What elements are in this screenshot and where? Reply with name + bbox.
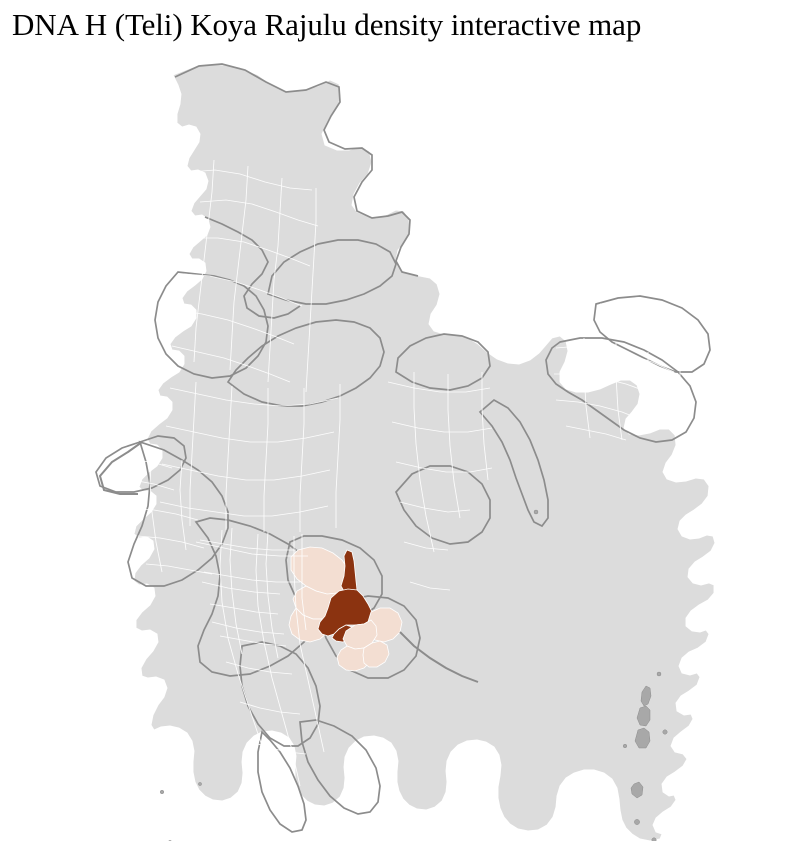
country-outline-group bbox=[98, 441, 479, 683]
island-dot-small-west[interactable] bbox=[622, 743, 628, 749]
india-choropleth-map[interactable] bbox=[0, 42, 803, 841]
district-lines-maharashtra bbox=[199, 539, 300, 647]
state-border-uttar-pradesh bbox=[267, 239, 397, 305]
state-border-kerala bbox=[257, 730, 307, 833]
district-krishna[interactable] bbox=[336, 645, 371, 672]
island-dot-nancowry[interactable] bbox=[651, 837, 657, 841]
district-eluru[interactable] bbox=[362, 640, 390, 668]
state-border-west-bengal bbox=[478, 398, 549, 528]
island-little-andaman[interactable] bbox=[630, 781, 644, 799]
state-border-bihar-jharkhand bbox=[395, 333, 491, 391]
coastline-east bbox=[399, 631, 479, 683]
district-lines-vertical-north bbox=[193, 159, 317, 393]
state-border-arunachal bbox=[593, 295, 711, 373]
district-lines-south-vertical bbox=[219, 529, 325, 787]
choropleth-districts-group[interactable] bbox=[288, 546, 403, 672]
state-border-gujarat bbox=[95, 435, 187, 493]
district-lines-maharashtra-vertical bbox=[229, 527, 307, 659]
map-landmass-group bbox=[133, 63, 716, 841]
island-dot-barren[interactable] bbox=[656, 671, 662, 677]
india-mainland-shape[interactable] bbox=[133, 63, 716, 841]
district-lines-northeast-vertical bbox=[583, 338, 681, 441]
lakshadweep-islands-group[interactable] bbox=[159, 782, 202, 841]
state-border-telangana bbox=[285, 535, 383, 623]
district-lines-north bbox=[171, 169, 319, 383]
island-dot-lakshadweep-north[interactable] bbox=[198, 782, 202, 786]
island-south-andaman[interactable] bbox=[634, 727, 651, 749]
state-border-jammu-kashmir bbox=[174, 63, 419, 277]
district-lines-gujarat bbox=[107, 459, 213, 575]
district-lines-central-vertical bbox=[189, 381, 341, 532]
state-border-assam-northeast bbox=[545, 337, 697, 443]
district-lines-gujarat-vertical bbox=[149, 451, 187, 573]
island-dot-car-nicobar[interactable] bbox=[634, 819, 640, 825]
page-title: DNA H (Teli) Koya Rajulu density interac… bbox=[12, 7, 642, 42]
outlying-marks-group bbox=[533, 509, 539, 515]
district-borders-group bbox=[107, 159, 687, 793]
district-lines-east-vertical bbox=[413, 372, 489, 553]
island-middle-andaman[interactable] bbox=[636, 705, 651, 727]
andaman-nicobar-islands-group[interactable] bbox=[622, 671, 668, 841]
island-dot-lakshadweep-mid[interactable] bbox=[159, 789, 165, 795]
state-border-odisha bbox=[395, 465, 491, 545]
island-dot-sundarbans[interactable] bbox=[533, 509, 539, 515]
district-lines-central bbox=[159, 387, 339, 517]
map-canvas[interactable] bbox=[0, 42, 803, 841]
island-north-andaman[interactable] bbox=[640, 685, 652, 707]
state-border-gujarat-mainland bbox=[127, 440, 229, 587]
district-lines-east bbox=[387, 381, 493, 591]
district-lines-south bbox=[195, 541, 308, 793]
state-border-tamil-nadu bbox=[299, 719, 381, 815]
island-dot-narcondam[interactable] bbox=[662, 729, 668, 735]
state-border-maharashtra bbox=[194, 517, 323, 677]
coastline-west bbox=[98, 441, 143, 495]
